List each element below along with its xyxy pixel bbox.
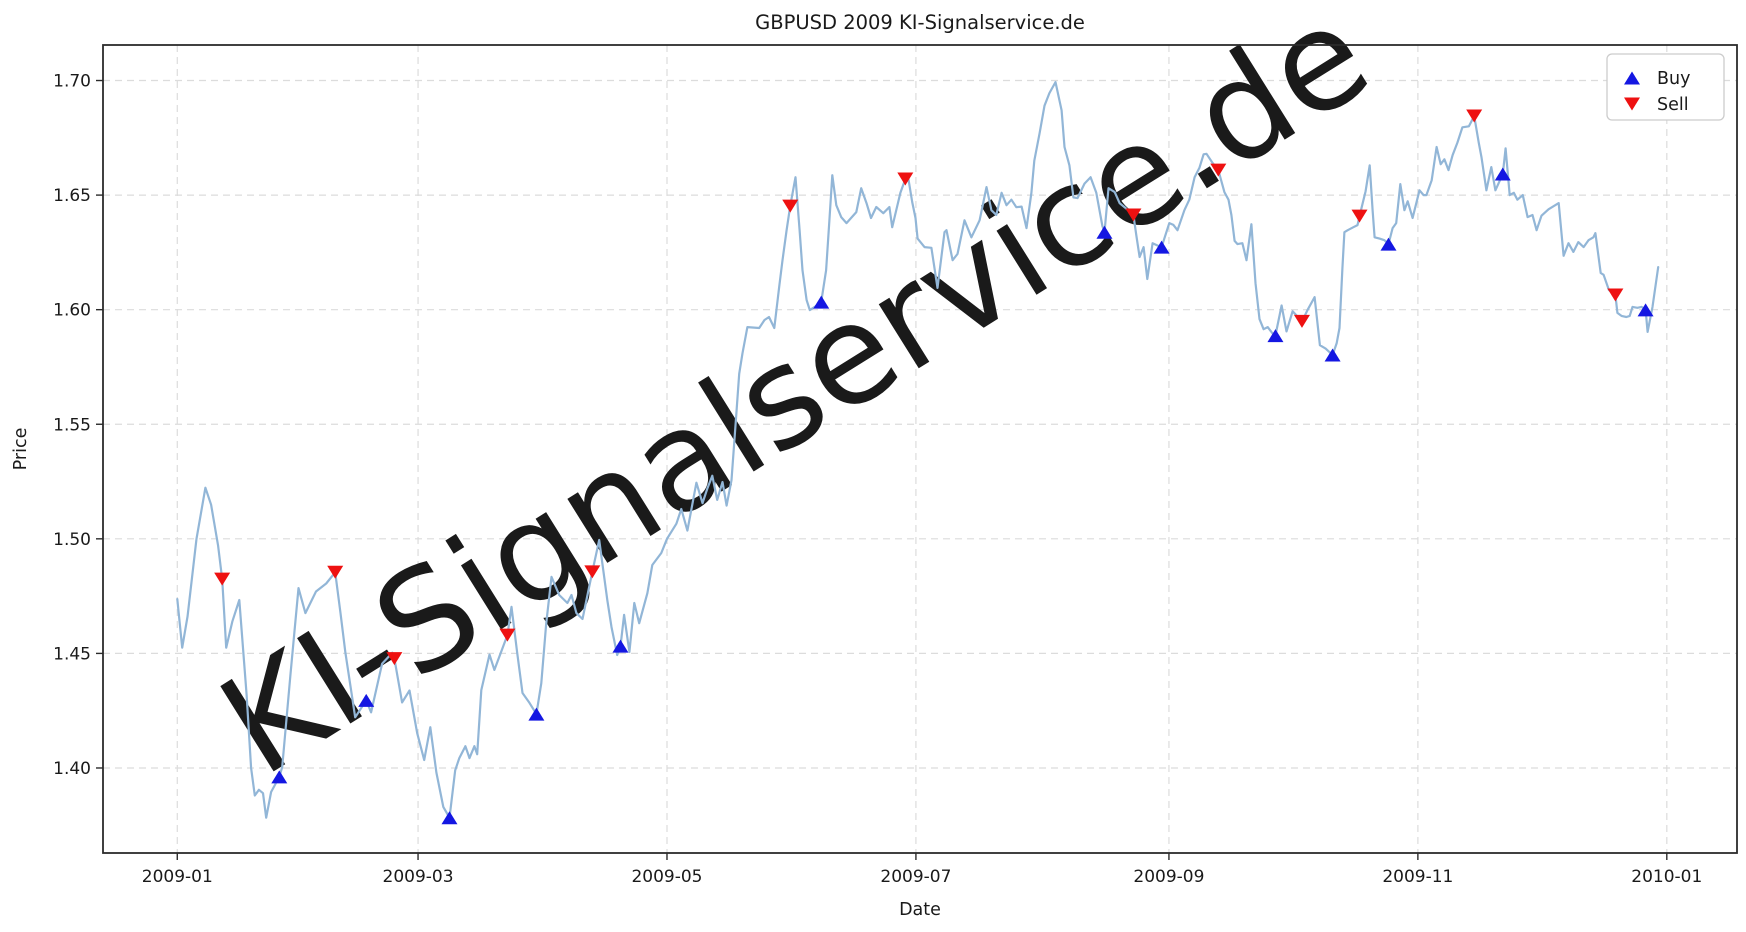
sell-signal-marker: [214, 572, 231, 586]
legend: Buy Sell: [1606, 53, 1725, 121]
sell-signal-marker: [897, 172, 914, 186]
buy-signal-marker: [1637, 303, 1654, 317]
sell-signal-marker: [584, 565, 601, 579]
sell-triangle-icon: [1624, 97, 1640, 111]
buy-signal-marker: [1096, 225, 1113, 239]
legend-item-sell: Sell: [1624, 95, 1689, 115]
x-axis-label: Date: [899, 900, 941, 920]
grid-layer: [103, 45, 1737, 853]
sell-signal-marker: [386, 652, 403, 666]
chart-title: GBPUSD 2009 KI-Signalservice.de: [755, 11, 1085, 34]
buy-signal-marker: [271, 770, 288, 784]
sell-signal-marker: [1125, 208, 1142, 222]
buy-signal-marker: [1380, 237, 1397, 251]
plot-frame: [102, 44, 1738, 854]
sell-signal-marker: [1466, 109, 1483, 123]
sell-signal-marker: [782, 199, 799, 213]
buy-signal-marker: [1324, 348, 1341, 362]
x-tick-label: 2009-05: [631, 867, 702, 887]
buy-signal-marker: [612, 639, 629, 653]
buy-triangle-icon: [1624, 71, 1640, 85]
y-axis-label: Price: [11, 428, 31, 471]
y-tick-label: 1.40: [53, 759, 91, 779]
x-tick-label: 2009-03: [383, 867, 454, 887]
price-series-layer: [176, 81, 1660, 819]
buy-signal-marker: [358, 693, 375, 707]
plot-area: [103, 45, 1737, 853]
y-tick-label: 1.60: [53, 301, 91, 321]
price-line: [176, 81, 1660, 819]
y-tick-label: 1.55: [53, 415, 91, 435]
legend-item-buy: Buy: [1624, 69, 1690, 89]
y-tick-label: 1.50: [53, 530, 91, 550]
sell-signal-marker: [1293, 314, 1310, 328]
buy-signal-marker: [1494, 167, 1511, 181]
buy-signal-marker: [441, 811, 458, 825]
x-tick-label: 2009-09: [1133, 867, 1204, 887]
x-tick-label: 2010-01: [1631, 867, 1702, 887]
legend-buy-label: Buy: [1657, 69, 1690, 89]
x-tick-label: 2009-07: [880, 867, 951, 887]
sell-signal-marker: [327, 565, 344, 579]
buy-signal-marker: [528, 707, 545, 721]
axis-tick-layer: 2009-01 2009-03 2009-05 2009-07 2009-09 2009-…: [53, 72, 1702, 887]
buy-signal-marker: [813, 295, 830, 309]
x-tick-label: 2009-01: [142, 867, 213, 887]
x-tick-label: 2009-11: [1382, 867, 1453, 887]
sell-signal-marker: [1351, 209, 1368, 223]
sell-signal-marker: [1210, 163, 1227, 177]
buy-signal-marker: [1267, 329, 1284, 343]
sell-signal-marker: [499, 628, 516, 642]
y-tick-label: 1.45: [53, 644, 91, 664]
legend-sell-label: Sell: [1657, 95, 1689, 115]
sell-signal-marker: [1607, 288, 1624, 302]
y-tick-label: 1.65: [53, 186, 91, 206]
buy-signal-marker: [1153, 240, 1170, 254]
y-tick-label: 1.70: [53, 72, 91, 92]
signal-marker-layer: [214, 109, 1654, 825]
